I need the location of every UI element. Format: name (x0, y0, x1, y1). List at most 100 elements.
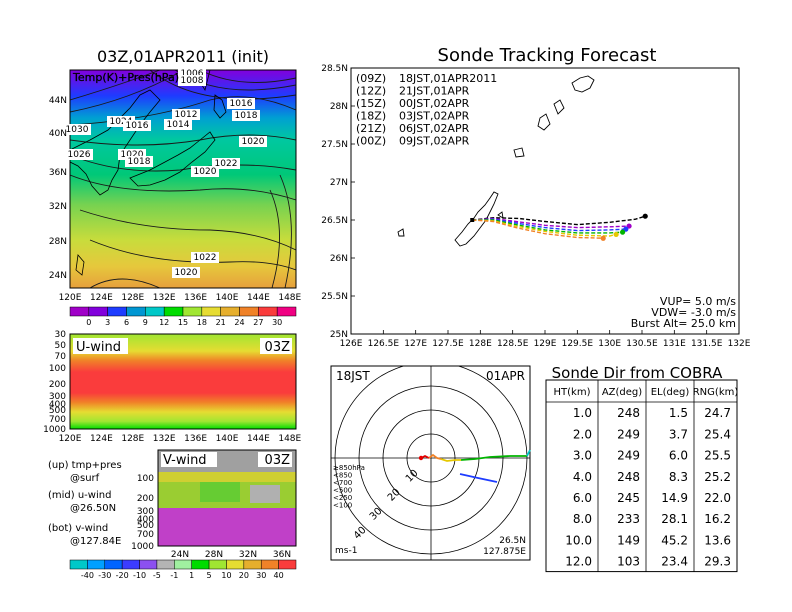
uwind-y-tick: 500 (49, 406, 66, 416)
colorbar-tick: 10 (221, 571, 231, 580)
isobar-label-bg (107, 116, 135, 127)
colorbar-swatch (104, 559, 123, 570)
isobar-label-bg (164, 119, 192, 130)
vwind-x-tick: 32N (239, 550, 257, 560)
track-line-5 (472, 219, 604, 239)
forecast-lon-label: 131.5E (691, 339, 723, 349)
table-cell: 248 (617, 406, 640, 420)
colorbar-swatch (201, 306, 221, 317)
radar-pos-lat: 26.5N (499, 536, 526, 546)
track-end-point-1 (626, 223, 632, 229)
map-lon-label: 148E (278, 293, 301, 303)
uwind-y-tick: 300 (49, 392, 66, 402)
colorbar-tick: 1 (189, 571, 194, 580)
colorbar-swatch (121, 559, 140, 570)
track-end-point-2 (623, 226, 629, 232)
hodograph-segment-1 (428, 453, 442, 460)
table-cell: 103 (617, 555, 640, 569)
isobar-label-bg (172, 267, 200, 278)
isobar-label: 1026 (68, 150, 91, 160)
colorbar-tick: 18 (197, 318, 207, 327)
table-cell: 3.7 (669, 427, 688, 441)
colorbar-tick: 30 (272, 318, 282, 327)
uwind-x-tick: 140E (216, 434, 239, 444)
table-cell: 22.0 (704, 491, 731, 505)
colorbar-swatch (145, 306, 165, 317)
map-lon-label: 132E (153, 293, 176, 303)
table-cell: 149 (617, 533, 640, 547)
temp-pressure-map: 1006100810241016101210141016101810301026… (49, 68, 302, 303)
radar-date: 01APR (486, 369, 525, 383)
uwind-x-tick: 124E (90, 434, 113, 444)
map-lon-label: 144E (247, 293, 270, 303)
track-line-2 (472, 218, 626, 232)
legend-note: @127.84E (70, 536, 121, 547)
isobar-label: 1014 (167, 120, 190, 130)
table-cell: 8.3 (669, 470, 688, 484)
cobra-table: HT(km) AZ(deg) EL(deg) RNG(km) 1.0 248 1.5 24.7… (545, 379, 739, 573)
table-cell: 245 (617, 491, 640, 505)
table-header: RNG(km) (693, 387, 739, 398)
table-cell: 3.0 (573, 449, 592, 463)
uwind-y-tick: 200 (49, 380, 66, 390)
uwind-x-tick: 136E (184, 434, 207, 444)
table-cell: 25.5 (704, 449, 731, 463)
forecast-lon-label: 129.5E (562, 339, 594, 349)
isobar-label-bg (125, 156, 153, 167)
colorbar-tick: 30 (256, 571, 266, 580)
colorbar-swatch (69, 306, 90, 317)
table-cell: 6.0 (573, 491, 592, 505)
colorbar-tick: 15 (178, 318, 188, 327)
forecast-lon-label: 131E (663, 339, 686, 349)
colorbar-swatch (276, 306, 297, 317)
table-cell: 2.0 (573, 427, 592, 441)
map-lat-label: 32N (49, 202, 67, 212)
legend-tag: (18Z) (356, 110, 386, 123)
isobar-label-bg (191, 166, 219, 177)
radar-alt-legend: <850 (333, 472, 352, 480)
track-line-3 (472, 219, 623, 234)
table-cell: 249 (617, 449, 640, 463)
forecast-lon-label: 127E (404, 339, 427, 349)
forecast-lat-label: 26N (330, 254, 348, 264)
legend-note: (bot) v-wind (48, 523, 108, 534)
table-cell: 45.2 (661, 533, 688, 547)
table-cell: 8.0 (573, 512, 592, 526)
colorbar-tick: -5 (153, 571, 161, 580)
map-lon-label: 140E (216, 293, 239, 303)
colorbar-tick: -1 (170, 571, 178, 580)
isobar-label: 1030 (66, 125, 89, 135)
colorbar-tick: 3 (105, 318, 110, 327)
isobar-label: 1022 (215, 159, 238, 169)
forecast-lat-label: 28N (330, 102, 348, 112)
map-lat-label: 24N (49, 271, 67, 281)
colorbar-swatch (260, 559, 279, 570)
table-cell: 24.7 (704, 406, 731, 420)
colorbar-tick: 24 (234, 318, 244, 327)
launch-point (470, 218, 475, 222)
isobar-label: 1016 (126, 121, 149, 131)
forecast-lon-label: 126E (340, 339, 363, 349)
colorbar-swatch (163, 306, 184, 317)
map-lon-label: 124E (90, 293, 113, 303)
forecast-lat-label: 28.5N (321, 64, 348, 74)
legend-note: (mid) u-wind (48, 490, 111, 501)
colorbar-tick: 12 (159, 318, 169, 327)
isobar-label-bg (63, 124, 91, 135)
legend-tag: (15Z) (356, 97, 386, 110)
isobar-label-bg (232, 110, 260, 121)
legend-note: @surf (70, 473, 100, 484)
isobar-label: 1024 (110, 117, 133, 127)
uwind-x-tick: 128E (121, 434, 144, 444)
colorbar-swatch (156, 559, 175, 570)
legend-label: 18JST,01APR2011 (399, 72, 497, 85)
forecast-param: VDW= -3.0 m/s (651, 306, 736, 319)
track-end-point-0 (642, 213, 648, 219)
uwind-x-tick: 132E (153, 434, 176, 444)
forecast-lon-label: 128E (469, 339, 492, 349)
hodograph-segment-5 (459, 473, 498, 483)
forecast-lat-label: 27N (330, 178, 348, 188)
legend-label: 06JST,02APR (399, 122, 470, 135)
vwind-y-tick: 700 (137, 530, 154, 540)
table-cell: 23.4 (661, 555, 688, 569)
